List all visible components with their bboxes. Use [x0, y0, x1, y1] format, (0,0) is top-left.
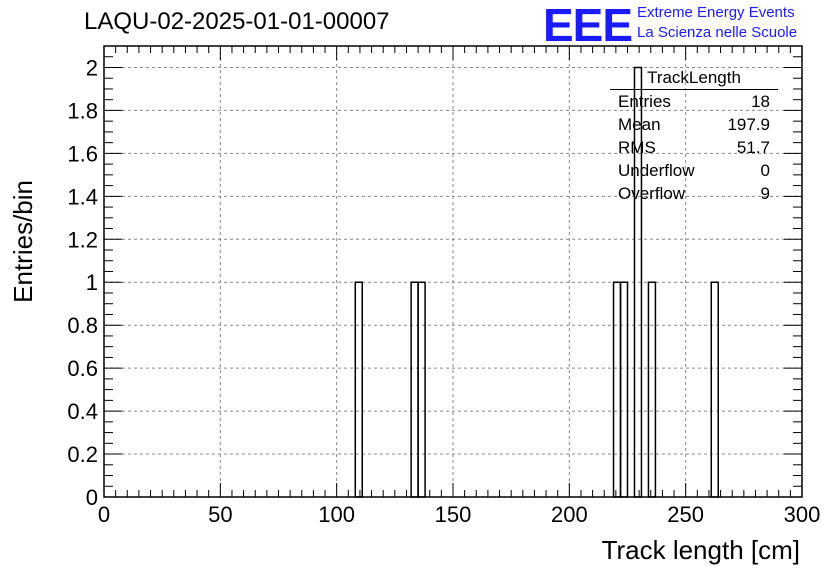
stats-row-entries: Entries 18	[610, 90, 778, 113]
stats-label: Overflow	[618, 184, 686, 203]
histogram-bar	[612, 281, 622, 498]
histogram-bar	[619, 281, 629, 498]
histogram-bar	[417, 281, 426, 498]
stats-row-underflow: Underflow 0	[610, 159, 778, 182]
y-tick-label: 1.4	[67, 184, 98, 209]
stats-value: 51.7	[736, 138, 770, 157]
y-tick-label: 1.8	[67, 98, 98, 123]
stats-value: 9	[760, 184, 770, 203]
histogram-bar	[410, 281, 419, 498]
histogram-bar	[647, 281, 657, 498]
grid-lines	[104, 46, 802, 497]
stats-label: Entries	[618, 92, 671, 111]
stats-value: 0	[760, 161, 770, 180]
x-tick-label: 100	[318, 502, 355, 527]
eee-logo-text: Extreme Energy Events La Scienza nelle S…	[637, 3, 797, 43]
eee-logo-mark: EEE	[543, 0, 633, 51]
stats-row-mean: Mean 197.9	[610, 113, 778, 136]
histogram-bar	[710, 281, 719, 498]
x-tick-label: 250	[667, 502, 704, 527]
y-tick-label: 0.6	[67, 356, 98, 381]
stats-label: RMS	[618, 138, 656, 157]
y-axis-label: Entries/bin	[8, 180, 38, 303]
x-tick-label: 300	[784, 502, 821, 527]
x-axis-label: Track length [cm]	[602, 535, 800, 565]
y-tick-label: 0	[86, 485, 98, 510]
stats-row-overflow: Overflow 9	[610, 182, 778, 205]
x-tick-label: 150	[435, 502, 472, 527]
y-tick-labels: 0 0.2 0.4 0.6 0.8 1 1.2 1.4 1.6 1.8 2	[67, 55, 98, 510]
x-tick-label: 50	[208, 502, 232, 527]
plot-frame	[103, 45, 803, 498]
logo-line-2: La Scienza nelle Scuole	[637, 24, 798, 41]
y-tick-label: 0.8	[67, 313, 98, 338]
x-tick-label: 200	[551, 502, 588, 527]
stats-box: TrackLength Entries 18 Mean 197.9 RMS 51.7 …	[610, 68, 778, 205]
logo-line-1: Extreme Energy Events	[637, 4, 795, 21]
y-tick-label: 1	[86, 270, 98, 295]
histogram-bar	[354, 281, 364, 498]
stats-box-title: TrackLength	[610, 68, 778, 90]
stats-row-rms: RMS 51.7	[610, 136, 778, 159]
y-tick-label: 1.2	[67, 227, 98, 252]
stats-value: 18	[751, 92, 770, 111]
stats-label: Mean	[618, 115, 661, 134]
y-tick-label: 2	[86, 55, 98, 80]
y-tick-label: 0.4	[67, 399, 98, 424]
chart-title: LAQU-02-2025-01-01-00007	[84, 8, 390, 35]
y-tick-label: 0.2	[67, 442, 98, 467]
y-tick-label: 1.6	[67, 141, 98, 166]
stats-value: 197.9	[727, 115, 770, 134]
x-tick-labels: 0 50 100 150 200 250 300	[98, 502, 820, 527]
stats-label: Underflow	[618, 161, 695, 180]
x-tick-label: 0	[98, 502, 110, 527]
